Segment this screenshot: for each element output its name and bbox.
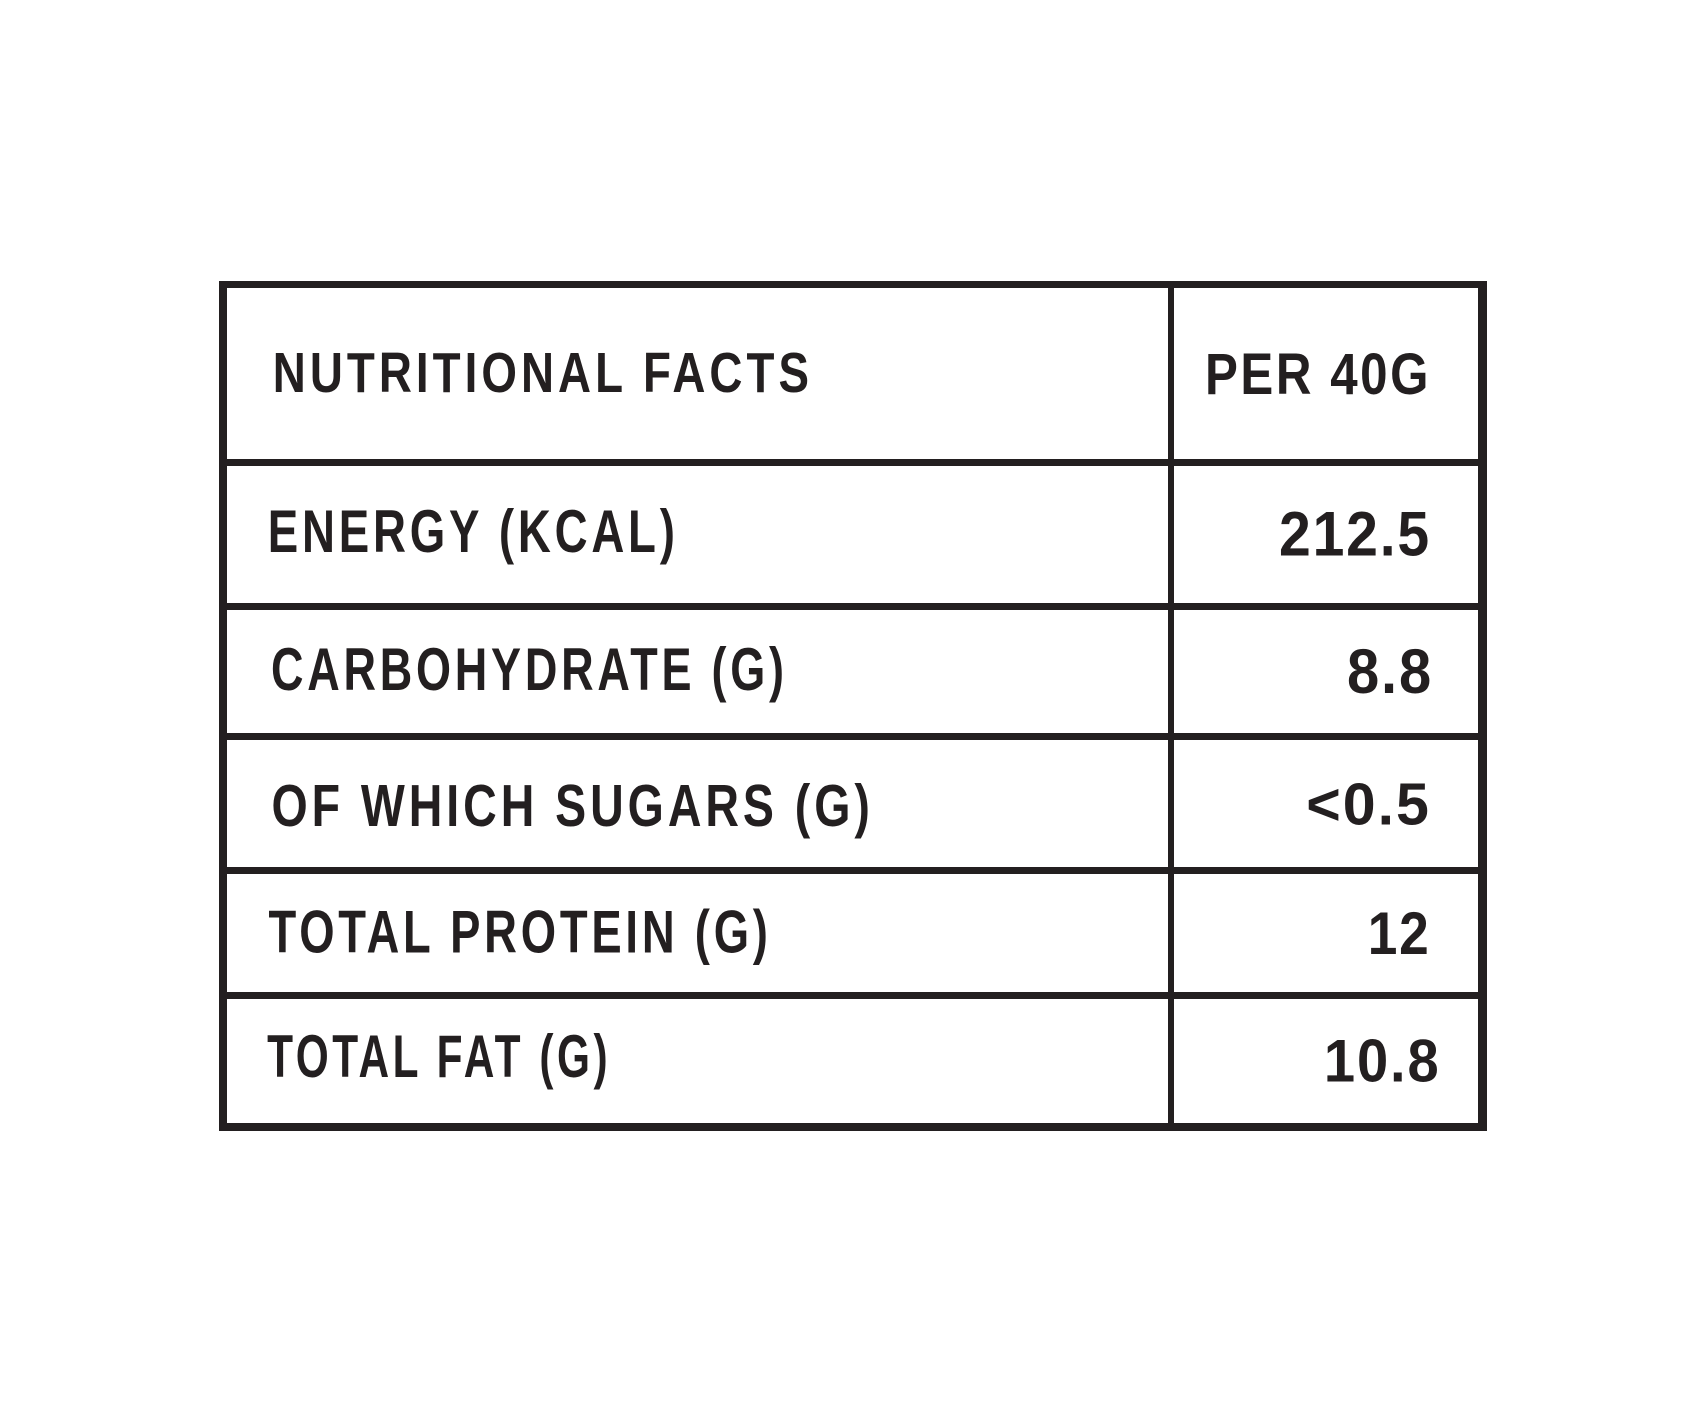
svg-text:CARBOHYDRATE (G): CARBOHYDRATE (G): [271, 636, 788, 703]
svg-text:10.8: 10.8: [1324, 1028, 1441, 1095]
svg-text:<0.5: <0.5: [1306, 772, 1431, 838]
svg-text:8.8: 8.8: [1347, 637, 1433, 707]
svg-text:TOTAL FAT (G): TOTAL FAT (G): [267, 1023, 611, 1090]
svg-text:212.5: 212.5: [1279, 499, 1431, 569]
svg-text:NUTRITIONAL FACTS: NUTRITIONAL FACTS: [273, 342, 813, 405]
svg-text:ENERGY (KCAL): ENERGY (KCAL): [268, 497, 679, 565]
svg-text:OF WHICH SUGARS (G): OF WHICH SUGARS (G): [272, 773, 874, 839]
svg-text:PER 40G: PER 40G: [1205, 342, 1431, 407]
svg-text:TOTAL PROTEIN (G): TOTAL PROTEIN (G): [269, 899, 772, 966]
svg-text:12: 12: [1368, 900, 1431, 967]
